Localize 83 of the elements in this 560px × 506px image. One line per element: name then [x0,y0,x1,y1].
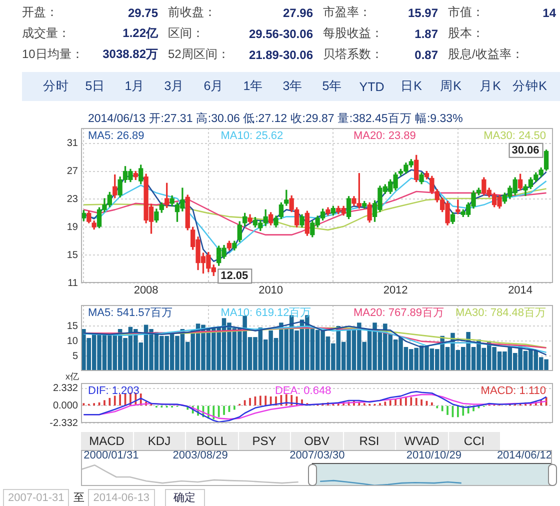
x-tick-label: 2008 [134,284,158,297]
text: CCI [448,432,501,450]
text: 3038.82万 [102,46,158,63]
annotation: 30.06 [512,144,540,156]
text: 市盈率： [322,4,372,21]
series-label: MA5: 541.57百万 [88,307,172,320]
text: 分时 [42,78,70,95]
y-tick-label: 5 [72,350,78,362]
text: MA30: 24.50 [484,130,546,142]
text: MACD [81,432,134,450]
text: 3月 [163,78,186,95]
x-tick-label: 2014/06/12 [496,449,552,462]
text: 5年 [321,78,344,95]
text: 21.89-30.06 [248,48,313,62]
y-tick-label: 19 [66,222,78,233]
text: 日K [400,78,423,95]
text: MA5: 26.89 [88,130,144,142]
y-tick-label: 0.000 [52,400,78,412]
text: 1.87 [414,26,438,40]
text: 27.96 [282,6,313,20]
x-tick-label: 2012 [383,284,408,297]
text: WVAD [396,432,448,450]
x-tick-label: 2003/08/29 [172,449,228,462]
x-tick-label: 2014 [508,284,533,297]
series-label: MACD: 1.110 [480,385,546,398]
chart-subtitle: 2014/06/13 开:27.31 高:30.06 低:27.12 收:29.87 量:382.45百万 幅:9.33% [88,111,463,126]
series-label: MA20: 767.89百万 [354,307,444,320]
text: 成交量： [22,25,71,42]
text: 贝塔系数： [322,46,384,63]
y-tick-label: 11 [68,278,78,289]
text: 月K [478,78,502,95]
y-tick-label: 15 [66,250,78,261]
text: MA10: 25.62 [220,130,284,142]
y-tick-label: -2.332 [50,418,78,429]
text: 29.75 [126,6,158,20]
text: OBV [291,432,344,450]
text: 29.56-30.06 [248,26,313,40]
y-tick-label: 27 [66,166,78,178]
text: KDJ [134,432,186,450]
text: 分钟K [512,78,548,95]
text: 开盘： [22,4,59,21]
text: 股本： [447,25,485,42]
text: 5日 [84,78,106,95]
x-tick-label: 2010 [258,284,284,297]
text: MA20: 23.89 [354,130,416,142]
x-tick-label: 2010/10/29 [406,449,462,462]
text: 10日均量： [22,46,84,63]
text: 0.87 [414,48,438,62]
text: PSY [238,432,291,450]
text: 周K [439,78,462,95]
text: 2014-06-13 [88,489,155,506]
text: 14 [542,6,556,20]
text: 1年 [242,78,264,95]
text: 每股收益： [322,25,384,42]
y-tick-label: 15 [66,320,78,332]
text: 1月 [124,78,146,95]
text: 市值： [447,4,485,21]
series-label: MA10: 619.12百万 [220,307,312,320]
text: 2007-01-31 [3,489,70,506]
text: 至 [73,491,84,505]
y-tick-label: 10 [66,336,78,347]
y-axis-title: x亿 [66,371,79,382]
text: 确定 [164,489,205,506]
text: 3年 [282,78,304,95]
series-label: DIF: 1.203 [88,385,140,398]
text: RSI [344,432,396,450]
text: YTD [358,80,386,94]
text: BOLL [186,432,238,450]
y-tick-label: 23 [66,194,78,205]
text: 6月 [202,78,225,95]
series-label: MA30: 784.48百万 [456,307,546,320]
annotation: 12.05 [220,270,248,282]
text: 股息/收益率： [447,46,524,63]
series-label: DEA: 0.648 [274,385,332,398]
text: 1.22亿 [122,25,158,42]
text: 15.97 [406,6,438,20]
x-tick-label: 2007/03/30 [290,449,345,462]
y-tick-label: 2.332 [52,383,78,394]
text: 区间： [167,25,205,42]
y-tick-label: 31 [66,138,78,150]
text: 前收盘： [167,4,217,21]
x-tick-label: 2000/01/31 [84,449,139,462]
text: 52周区间： [167,46,230,63]
